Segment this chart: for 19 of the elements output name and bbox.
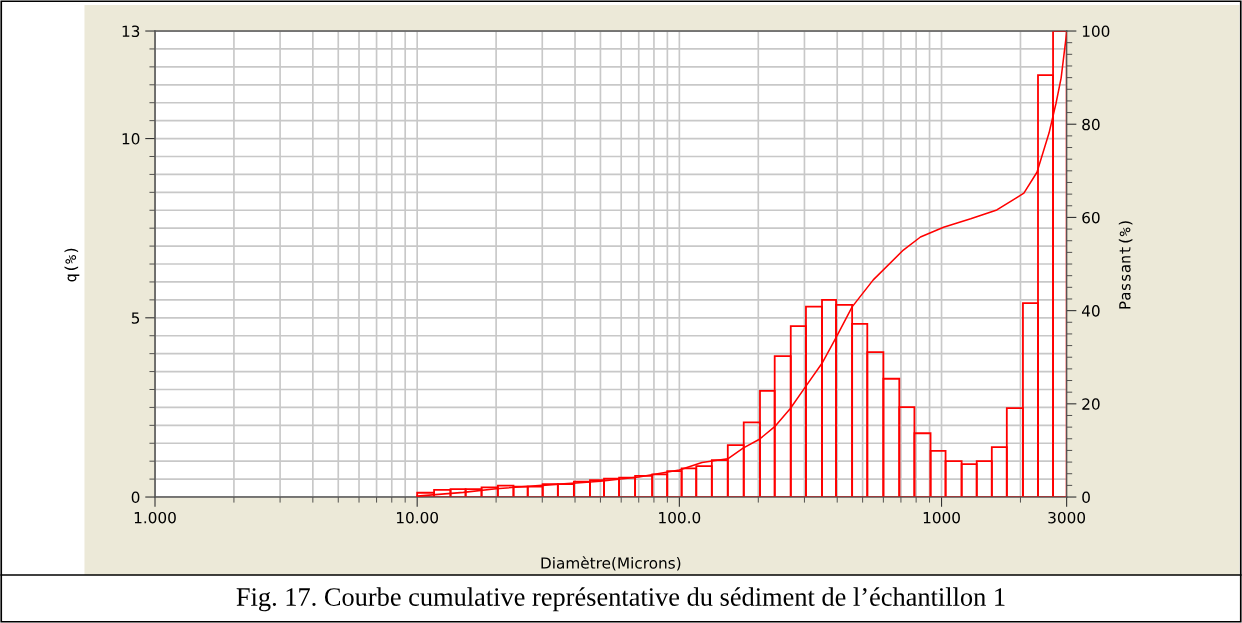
y2-tick-label: 0 [1082,491,1090,504]
x-tick-label: 10.00 [396,511,439,524]
y2-tick-label: 100 [1082,25,1110,38]
x-axis-title: Diamètre(Microns) [541,556,681,571]
y2-tick-label: 20 [1082,398,1100,410]
y-axis-title: q(%) [64,248,80,282]
y-tick-label: 10 [122,133,140,145]
y2-tick-label: 40 [1081,305,1100,317]
caption: Fig. 17. Courbe cumulative représentative du sédiment de l’échantillon 1 [236,587,1005,612]
y2-tick-label: 80 [1082,118,1100,131]
x-tick-label: 1.000 [134,511,176,524]
y-tick-label: 13 [122,25,140,38]
y-tick-label: 0 [131,491,140,504]
x-tick-label: 3000 [1048,511,1086,524]
y-tick-label: 5 [131,312,140,324]
x-tick-label: 100.0 [659,511,701,524]
y2-axis-title: Passant(%) [1118,221,1133,309]
y2-tick-label: 60 [1082,211,1100,224]
x-tick-label: 1000 [923,511,960,524]
